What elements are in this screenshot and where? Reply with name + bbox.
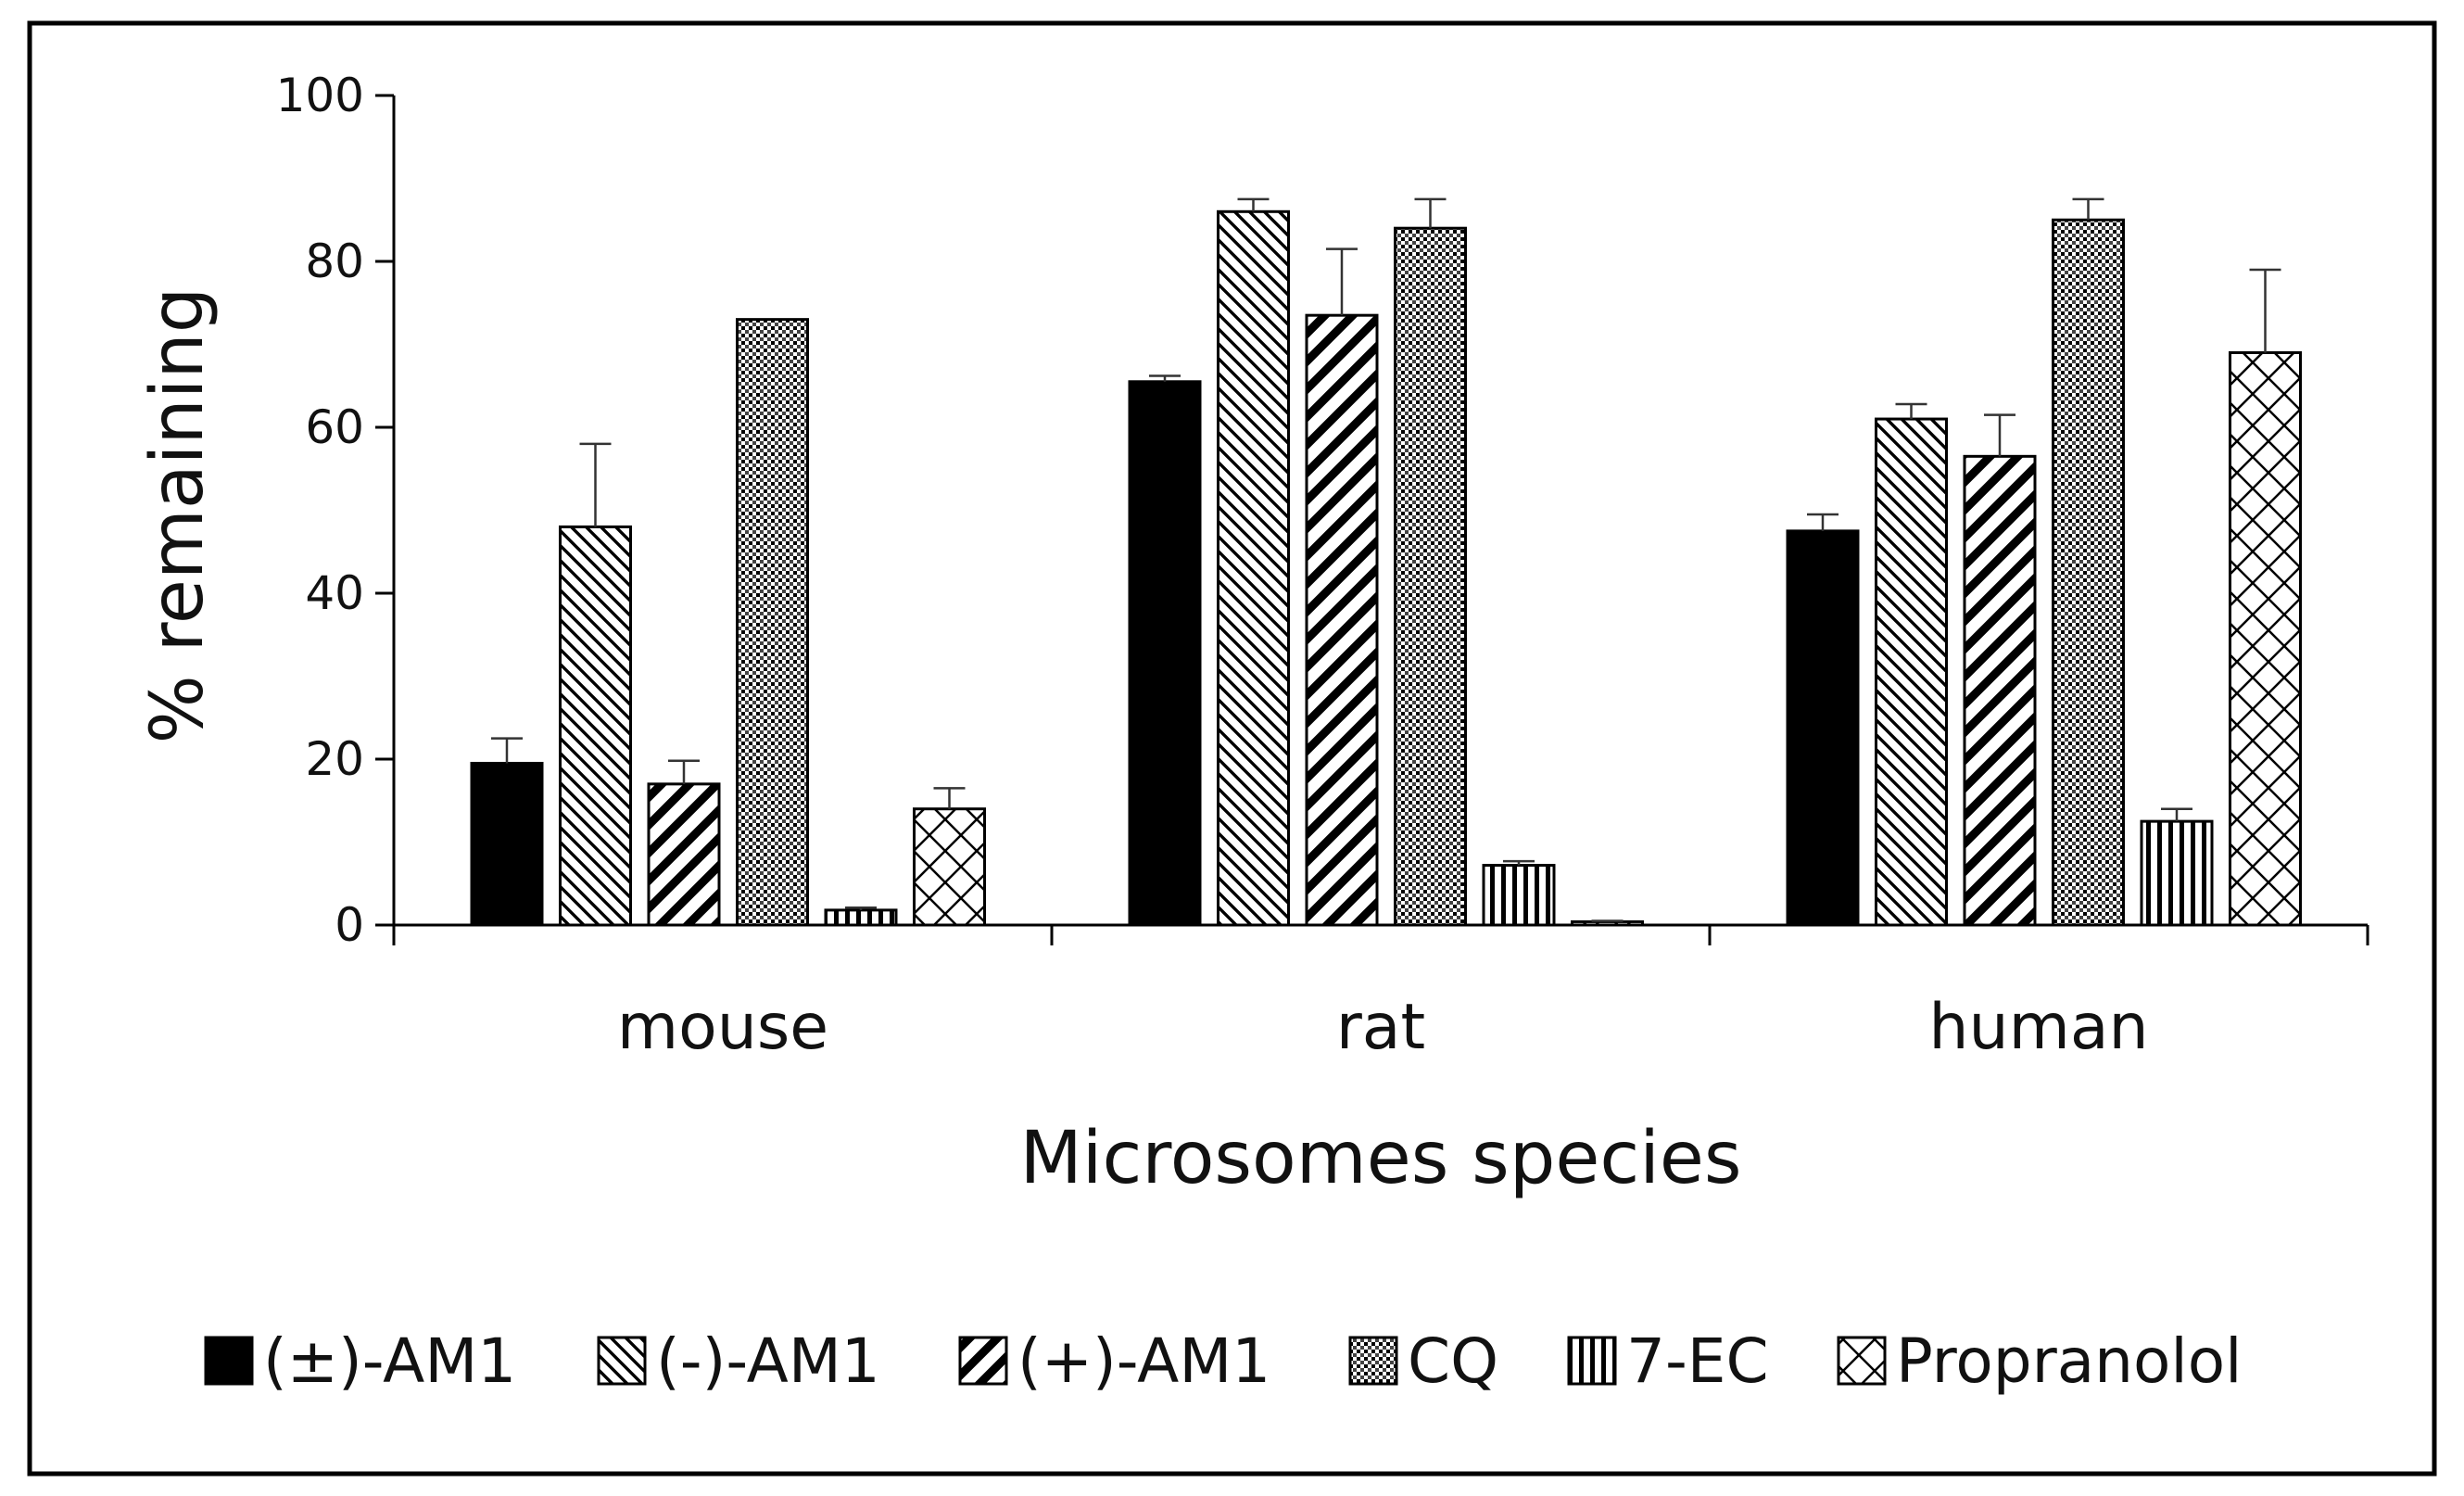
bar-human-2 [1963, 454, 2037, 927]
bar-rat-1 [1217, 209, 1290, 927]
y-axis-title: % remaining [136, 287, 220, 744]
legend-swatch-1 [597, 1336, 647, 1386]
bar-human-0 [1786, 529, 1860, 927]
legend-swatch-2 [958, 1336, 1008, 1386]
bar-mouse-2 [647, 782, 721, 927]
x-axis-title: Microsomes species [1019, 1117, 1741, 1200]
legend-label-0: (±)-AM1 [263, 1325, 516, 1397]
y-tick-label: 60 [305, 400, 364, 454]
legend-swatch-0 [204, 1336, 254, 1386]
bar-rat-0 [1128, 380, 1202, 927]
x-tick-label-rat: rat [1336, 991, 1425, 1064]
legend-swatch-4 [1567, 1336, 1617, 1386]
y-tick-label: 0 [335, 898, 364, 952]
bar-mouse-5 [913, 807, 986, 927]
bar-rat-4 [1482, 864, 1556, 927]
bar-human-3 [2052, 218, 2125, 927]
legend-label-5: Propranolol [1896, 1325, 2242, 1397]
y-tick-label: 40 [305, 566, 364, 620]
bar-human-4 [2140, 819, 2214, 927]
legend-swatch-5 [1837, 1336, 1887, 1386]
bar-rat-2 [1305, 313, 1379, 927]
bar-human-1 [1875, 417, 1948, 927]
bars [470, 209, 2302, 927]
legend-label-3: CQ [1408, 1325, 1498, 1397]
x-axis: mouse rat human [392, 923, 2369, 1064]
bar-mouse-4 [824, 908, 898, 927]
legend-label-4: 7-EC [1626, 1325, 1769, 1397]
x-tick-label-human: human [1928, 991, 2148, 1064]
y-axis: 0 20 40 60 80 100 [276, 69, 396, 952]
bar-mouse-0 [470, 761, 544, 927]
y-tick-label: 20 [305, 732, 364, 786]
bar-mouse-1 [559, 525, 632, 927]
y-tick-label: 100 [276, 69, 364, 122]
legend-label-2: (+)-AM1 [1017, 1325, 1270, 1397]
legend: (±)-AM1 (-)-AM1 (+)-AM1 CQ 7-EC Propranolol [204, 1325, 2242, 1397]
bar-rat-5 [1571, 919, 1644, 927]
legend-label-1: (-)-AM1 [656, 1325, 880, 1397]
y-tick-label: 80 [305, 235, 364, 288]
bar-rat-3 [1394, 226, 1467, 927]
error-bars [491, 197, 2281, 922]
bar-human-5 [2229, 350, 2302, 927]
bar-mouse-3 [736, 318, 809, 927]
legend-swatch-3 [1348, 1336, 1398, 1386]
x-tick-label-mouse: mouse [617, 991, 828, 1064]
